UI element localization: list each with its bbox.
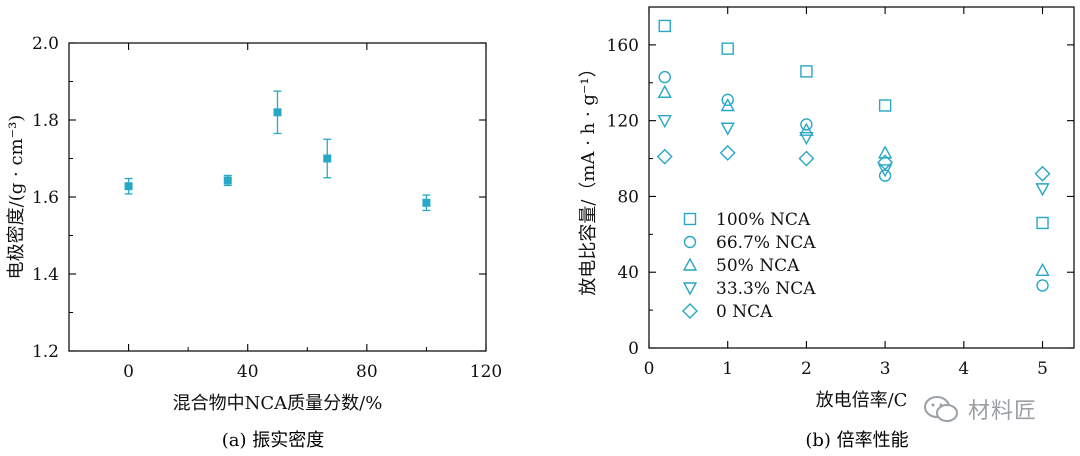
chart-1-xtick-label: 5 bbox=[1037, 359, 1048, 379]
watermark-text: 材料匠 bbox=[968, 399, 1038, 424]
chart-1-point-s4-p2 bbox=[798, 150, 815, 167]
chart-1-xtick-label: 2 bbox=[801, 359, 812, 379]
chart-1-point-s4-p1 bbox=[719, 144, 736, 161]
chart-b-rate-performance: 0 1 2 3 4 5 0 40 80 120 160 放电倍率/C 放电比容量/（mA · h · g… bbox=[578, 6, 1075, 411]
chart-1-point-s0-p0 bbox=[658, 19, 671, 33]
chart-0-point-s0-p4 bbox=[422, 198, 431, 207]
chart-1-point-s0-p1 bbox=[721, 42, 734, 55]
chart-0-point-s0-p3 bbox=[323, 154, 332, 163]
chart-b-caption: (b) 倍率性能 bbox=[805, 430, 908, 451]
chart-1-xtick-label: 1 bbox=[722, 359, 733, 379]
legend-marker-0 bbox=[683, 212, 697, 226]
chart-1-point-s4-p4 bbox=[1034, 165, 1051, 182]
chart-0-plot-frame bbox=[68, 42, 487, 352]
chart-0-point-s0-p1 bbox=[223, 176, 232, 185]
wechat-icon bbox=[924, 396, 958, 422]
chart-1-ytick-label: 120 bbox=[607, 112, 639, 132]
chart-0-xtick-label: 120 bbox=[470, 362, 502, 382]
chart-1-ytick-label: 160 bbox=[607, 36, 639, 56]
chart-1-point-s0-p3 bbox=[878, 99, 892, 112]
chart-0-ytick-label: 2.0 bbox=[32, 34, 59, 54]
chart-1-point-s2-p0 bbox=[657, 84, 672, 98]
chart-a-caption: (a) 振实密度 bbox=[222, 430, 325, 451]
chart-0-ytick-label: 1.4 bbox=[32, 265, 59, 285]
chart-1-point-s1-p2 bbox=[800, 118, 813, 131]
chart-1-point-s3-p4 bbox=[1035, 183, 1050, 197]
chart-1-point-s2-p4 bbox=[1035, 262, 1050, 277]
chart-1-xtick-label: 4 bbox=[958, 359, 969, 379]
chart-1-point-s3-p0 bbox=[657, 114, 672, 129]
chart-1-point-s2-p3 bbox=[877, 145, 893, 159]
chart-0-xlabel: 混合物中NCA质量分数/% bbox=[173, 393, 383, 414]
chart-1-ytick-label: 80 bbox=[617, 187, 639, 207]
chart-1-point-s3-p1 bbox=[720, 122, 735, 136]
chart-1-point-s4-p3 bbox=[877, 154, 894, 171]
chart-1-point-s0-p4 bbox=[1036, 216, 1049, 230]
legend-marker-1 bbox=[683, 235, 697, 249]
legend-marker-4 bbox=[682, 303, 698, 319]
chart-1-point-s2-p2 bbox=[799, 122, 814, 136]
chart-1-plot-frame bbox=[648, 6, 1075, 349]
chart-1-point-s0-p2 bbox=[800, 65, 813, 78]
legend-label-0: 100% NCA bbox=[716, 210, 811, 230]
chart-1-point-s1-p4 bbox=[1036, 279, 1049, 292]
chart-0-xtick-label: 80 bbox=[356, 362, 378, 382]
legend-marker-3 bbox=[682, 282, 698, 296]
chart-1-ytick-label: 0 bbox=[628, 339, 639, 359]
legend-label-4: 0 NCA bbox=[716, 302, 773, 322]
chart-1-xtick-label: 3 bbox=[880, 359, 891, 379]
chart-1-point-s4-p0 bbox=[656, 148, 673, 165]
legend-marker-2 bbox=[682, 257, 698, 271]
chart-1-ylabel: 放电比容量/（mA · h · g⁻¹） bbox=[578, 59, 599, 295]
chart-0-ylabel: 电极密度/(g · cm⁻³) bbox=[6, 115, 27, 280]
legend-label-1: 66.7% NCA bbox=[716, 233, 816, 253]
chart-1-ytick-label: 40 bbox=[617, 263, 639, 283]
chart-0-point-s0-p0 bbox=[124, 182, 133, 191]
chart-0-xtick-label: 40 bbox=[237, 362, 259, 382]
chart-1-xlabel: 放电倍率/C bbox=[816, 390, 908, 411]
chart-1-point-s3-p2 bbox=[799, 132, 814, 146]
chart-0-point-s0-p2 bbox=[273, 108, 282, 117]
chart-1-xtick-label: 0 bbox=[644, 359, 655, 379]
chart-0-ytick-label: 1.2 bbox=[32, 342, 59, 362]
chart-0-ytick-label: 1.6 bbox=[32, 188, 59, 208]
chart-1-point-s1-p1 bbox=[721, 93, 734, 107]
chart-a-tap-density: 0 40 80 120 1.2 1.4 1.6 1.8 2.0 混合物中NCA质量分数/% 电极密度… bbox=[6, 34, 502, 414]
chart-0-xtick-label: 0 bbox=[123, 362, 134, 382]
legend-label-2: 50% NCA bbox=[716, 256, 800, 276]
legend-label-3: 33.3% NCA bbox=[716, 279, 816, 299]
chart-1-point-s1-p0 bbox=[658, 70, 671, 84]
chart-0-ytick-label: 1.8 bbox=[32, 111, 59, 131]
chart-1-point-s2-p1 bbox=[720, 98, 735, 112]
chart-1-point-s3-p3 bbox=[877, 164, 893, 178]
